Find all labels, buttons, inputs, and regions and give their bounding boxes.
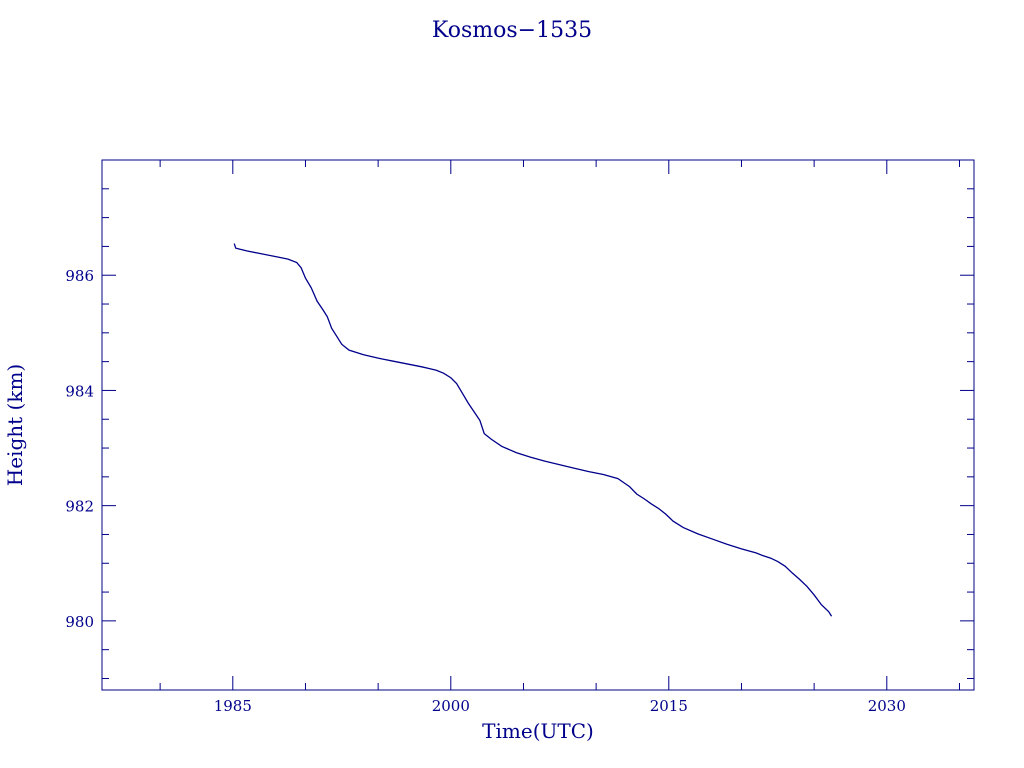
x-tick-label: 1985 bbox=[214, 697, 252, 715]
y-tick-label: 984 bbox=[65, 382, 94, 400]
plot-frame bbox=[101, 159, 975, 691]
x-axis-label: Time(UTC) bbox=[482, 719, 594, 743]
y-tick-label: 986 bbox=[65, 267, 94, 285]
x-tick-label: 2000 bbox=[432, 697, 470, 715]
axis-tick-labels: 1985 2000 2015 2030 980 982 984 986 bbox=[65, 267, 906, 715]
series-line bbox=[233, 243, 833, 617]
axis-ticks bbox=[102, 159, 974, 690]
x-tick-label: 2030 bbox=[868, 697, 906, 715]
y-tick-label: 982 bbox=[65, 498, 94, 516]
y-tick-label: 980 bbox=[65, 613, 94, 631]
chart-title: Kosmos−1535 bbox=[432, 18, 592, 43]
x-tick-label: 2015 bbox=[650, 697, 688, 715]
y-axis-label: Height (km) bbox=[3, 364, 27, 486]
